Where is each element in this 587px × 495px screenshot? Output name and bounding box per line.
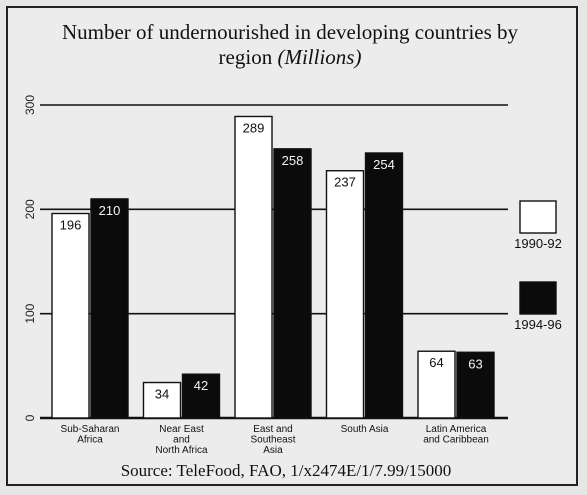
- bar-1994-96-3: [364, 152, 404, 419]
- value-label-1990-92-2: 289: [243, 120, 265, 135]
- bar-1990-92-2: [234, 115, 273, 419]
- legend-swatch-1990-92: [519, 200, 557, 234]
- legend-label-1994-96: 1994-96: [514, 317, 562, 332]
- category-label-0-0: Sub-Saharan: [61, 424, 120, 435]
- category-label-1-1: and: [173, 435, 190, 446]
- value-label-1990-92-0: 196: [60, 218, 82, 233]
- value-label-1994-96-0: 210: [99, 203, 121, 218]
- bar-1994-96-0: [90, 198, 129, 419]
- category-label-1-0: Near East: [159, 424, 204, 435]
- bar-1994-96-2: [273, 148, 312, 419]
- chart-title-line2: region (Millions): [219, 45, 362, 69]
- chart-frame: Number of undernourished in developing c…: [6, 6, 578, 486]
- value-labels: 196 210 34 42 289 258 237 254 64 63: [60, 120, 483, 401]
- legend: 1990-92 1994-96: [514, 200, 562, 332]
- category-label-2-1: Southeast: [250, 435, 295, 446]
- value-label-1994-96-4: 63: [468, 356, 482, 371]
- bar-1990-92-3: [325, 170, 365, 419]
- bars: [51, 115, 495, 419]
- y-tick-label-200: 200: [23, 199, 37, 219]
- value-label-1990-92-1: 34: [155, 387, 169, 402]
- chart-title-line1: Number of undernourished in developing c…: [62, 20, 519, 44]
- chart-source: Source: TeleFood, FAO, 1/x2474E/1/7.99/1…: [121, 461, 452, 480]
- value-label-1994-96-1: 42: [194, 378, 208, 393]
- chart-title-region: region: [219, 45, 278, 69]
- category-label-4-0: Latin America: [426, 424, 487, 435]
- chart: Number of undernourished in developing c…: [23, 20, 562, 480]
- bar-1990-92-0: [51, 212, 90, 419]
- legend-swatch-1994-96: [519, 281, 557, 315]
- chart-title-units: (Millions): [277, 45, 361, 69]
- value-label-1994-96-3: 254: [373, 157, 395, 172]
- value-label-1994-96-2: 258: [282, 153, 304, 168]
- category-label-2-2: Asia: [263, 445, 283, 456]
- bar-1990-92-1: [142, 381, 182, 419]
- value-label-1990-92-4: 64: [429, 355, 443, 370]
- y-axis: 0 100 200 300: [23, 95, 37, 422]
- value-label-1990-92-3: 237: [334, 175, 356, 190]
- bar-1994-96-1: [181, 373, 221, 419]
- y-tick-label-300: 300: [23, 95, 37, 115]
- category-label-1-2: North Africa: [155, 445, 208, 456]
- category-label-3-0: South Asia: [341, 424, 389, 435]
- y-tick-label-100: 100: [23, 303, 37, 323]
- category-label-0-1: Africa: [77, 435, 103, 446]
- legend-label-1990-92: 1990-92: [514, 236, 562, 251]
- y-tick-label-0: 0: [23, 414, 37, 421]
- category-label-4-1: and Caribbean: [423, 435, 489, 446]
- bar-1990-92-4: [417, 350, 456, 419]
- bar-1994-96-4: [456, 351, 495, 419]
- category-label-2-0: East and: [253, 424, 292, 435]
